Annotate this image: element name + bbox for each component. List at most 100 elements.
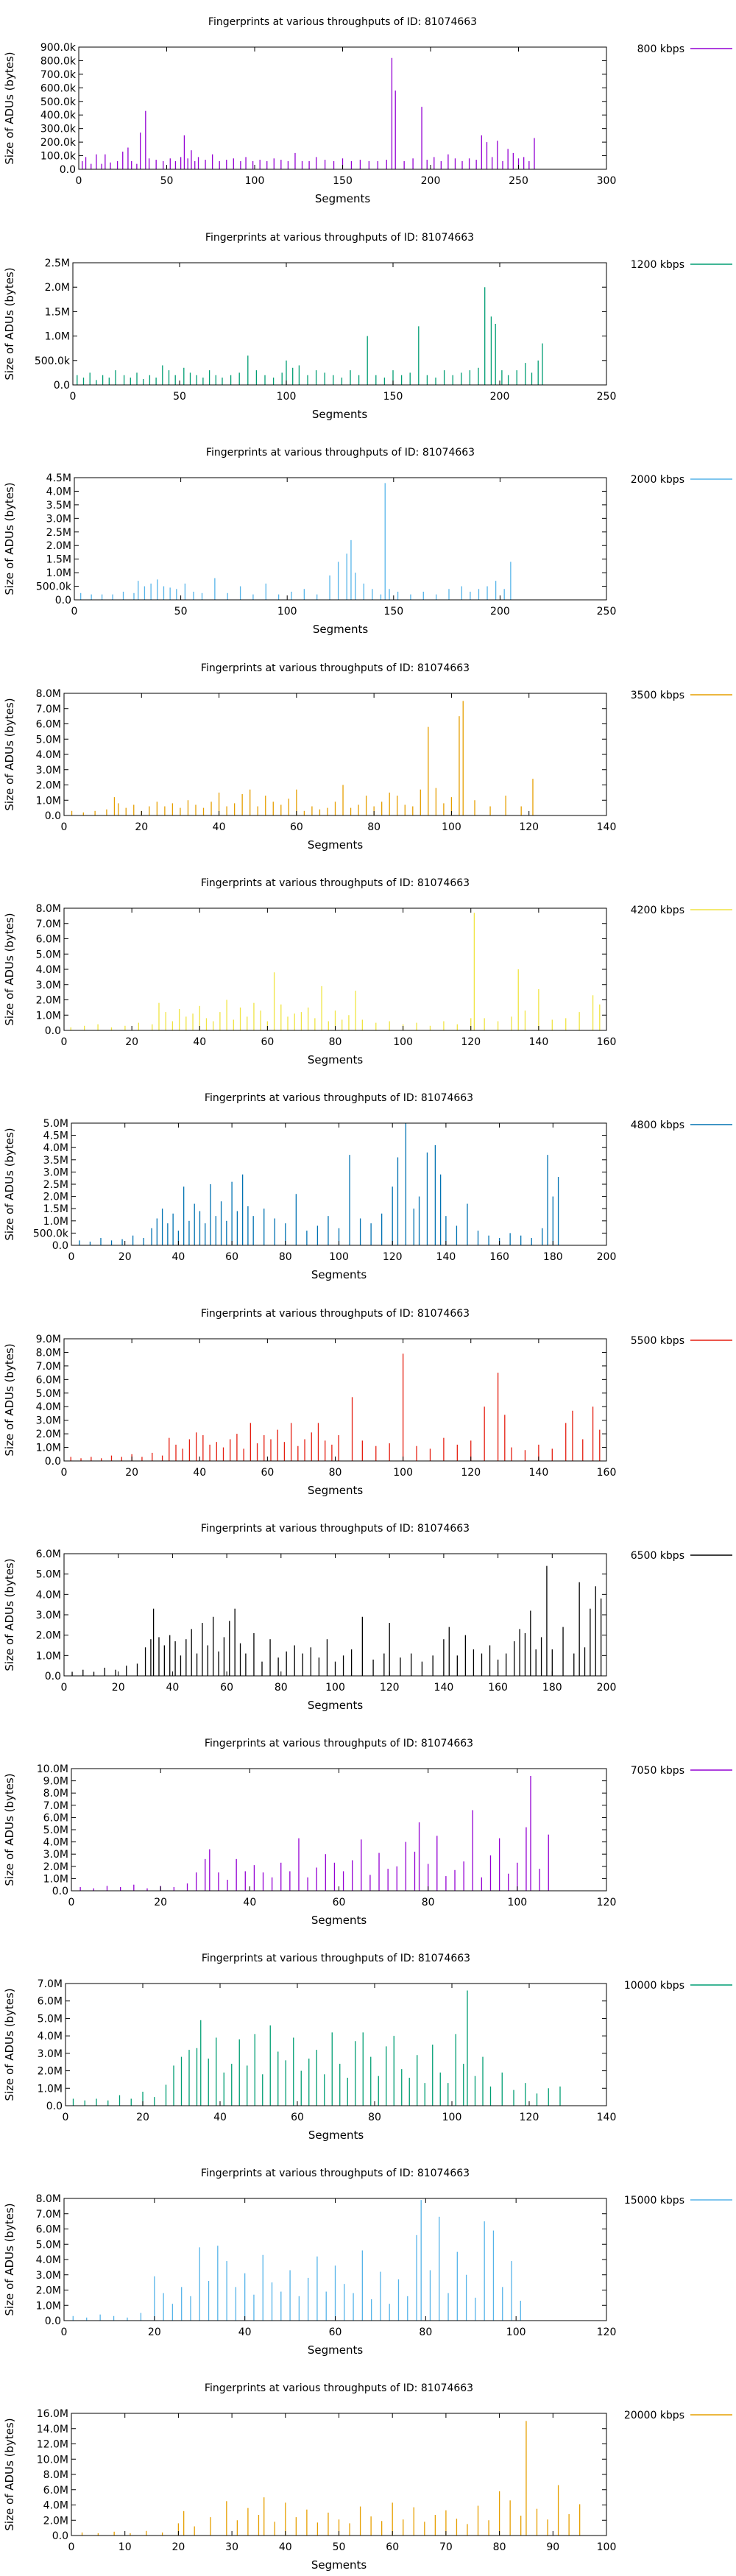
- y-tick-label: 3.5M: [46, 500, 71, 512]
- y-tick-label: 0.0: [45, 2315, 61, 2327]
- x-tick-label: 70: [439, 2541, 453, 2553]
- x-axis-label: Segments: [308, 1053, 364, 1066]
- y-tick-label: 2.5M: [45, 258, 70, 269]
- x-tick-label: 20: [118, 1251, 132, 1263]
- x-tick-label: 0: [68, 2541, 75, 2553]
- x-tick-label: 0: [68, 1897, 75, 1908]
- y-axis-label: Size of ADUs (bytes): [3, 1558, 16, 1671]
- chart-title: Fingerprints at various throughputs of I…: [201, 877, 470, 889]
- chart-panel-10: Fingerprints at various throughputs of I…: [3, 1953, 732, 2142]
- x-tick-label: 80: [275, 1682, 288, 1694]
- x-tick-label: 80: [422, 1897, 435, 1908]
- y-tick-label: 2.0M: [38, 2066, 63, 2078]
- x-tick-label: 10: [118, 2541, 132, 2553]
- x-tick-label: 180: [543, 1251, 563, 1263]
- x-tick-label: 80: [367, 821, 381, 833]
- y-tick-label: 4.0M: [36, 964, 61, 976]
- plot-frame: [63, 1338, 607, 1462]
- x-tick-label: 40: [213, 821, 226, 833]
- chart-title: Fingerprints at various throughputs of I…: [206, 447, 475, 459]
- y-tick-label: 6.0M: [38, 1996, 63, 2008]
- y-tick-label: 100.0k: [40, 151, 77, 163]
- chart-title: Fingerprints at various throughputs of I…: [205, 1092, 473, 1104]
- y-tick-label: 3.0M: [43, 1167, 68, 1178]
- y-tick-label: 9.0M: [36, 1334, 61, 1345]
- x-tick-label: 40: [243, 1897, 256, 1908]
- x-tick-label: 50: [333, 2541, 346, 2553]
- y-tick-label: 3.0M: [43, 1849, 68, 1861]
- legend-label: 5500 kbps: [631, 1335, 684, 1347]
- x-tick-label: 0: [68, 1251, 75, 1263]
- x-axis-label: Segments: [311, 2558, 367, 2572]
- x-tick-label: 180: [542, 1682, 562, 1694]
- y-tick-label: 0.0: [46, 2101, 63, 2112]
- x-tick-label: 20: [136, 2112, 149, 2123]
- x-tick-label: 30: [225, 2541, 238, 2553]
- y-tick-label: 4.0M: [43, 2500, 68, 2512]
- y-tick-label: 2.5M: [43, 1179, 68, 1191]
- y-tick-label: 200.0k: [40, 137, 77, 149]
- x-tick-label: 40: [193, 1036, 206, 1048]
- y-tick-label: 0.0: [60, 164, 76, 176]
- y-tick-label: 1.0M: [43, 1216, 68, 1228]
- y-tick-label: 14.0M: [37, 2424, 68, 2435]
- y-tick-label: 1.0M: [43, 1873, 68, 1885]
- x-tick-label: 80: [493, 2541, 506, 2553]
- x-tick-label: 140: [529, 1467, 549, 1479]
- chart-panel-12: Fingerprints at various throughputs of I…: [3, 2382, 732, 2572]
- y-tick-label: 1.5M: [45, 306, 70, 318]
- chart-panel-7: Fingerprints at various throughputs of I…: [3, 1308, 732, 1497]
- plot-frame: [63, 693, 607, 816]
- y-tick-label: 2.0M: [36, 995, 61, 1007]
- y-tick-label: 0.0: [45, 1456, 61, 1468]
- y-tick-label: 0.0: [52, 1240, 68, 1252]
- y-tick-label: 0.0: [52, 1886, 68, 1897]
- y-tick-label: 900.0k: [40, 42, 77, 54]
- legend-label: 7050 kbps: [631, 1765, 684, 1777]
- y-tick-label: 1.0M: [45, 331, 70, 343]
- x-tick-label: 0: [61, 1467, 68, 1479]
- y-tick-label: 5.0M: [36, 1569, 61, 1581]
- x-tick-label: 150: [383, 391, 403, 403]
- y-tick-label: 1.5M: [46, 554, 71, 566]
- y-tick-label: 1.0M: [36, 1650, 61, 1662]
- y-tick-label: 0.0: [45, 1025, 61, 1037]
- y-tick-label: 4.0M: [36, 1401, 61, 1413]
- x-tick-label: 20: [125, 1036, 138, 1048]
- x-tick-label: 100: [393, 1467, 413, 1479]
- x-tick-label: 140: [529, 1036, 549, 1048]
- x-tick-label: 0: [70, 391, 77, 403]
- x-tick-label: 0: [63, 2112, 69, 2123]
- y-tick-label: 3.0M: [36, 980, 61, 991]
- y-tick-label: 3.0M: [38, 2048, 63, 2060]
- y-tick-label: 800.0k: [40, 55, 77, 67]
- x-axis-label: Segments: [308, 2129, 364, 2142]
- y-axis-label: Size of ADUs (bytes): [3, 1988, 16, 2101]
- chart-title: Fingerprints at various throughputs of I…: [201, 1308, 470, 1320]
- x-tick-label: 0: [61, 2326, 68, 2338]
- y-axis-label: Size of ADUs (bytes): [3, 52, 16, 164]
- y-tick-label: 8.0M: [43, 1788, 68, 1800]
- y-tick-label: 3.0M: [36, 765, 61, 776]
- x-axis-label: Segments: [311, 1268, 367, 1281]
- x-tick-label: 60: [261, 1467, 274, 1479]
- y-tick-label: 1.0M: [38, 2083, 63, 2095]
- plot-frame: [74, 477, 607, 601]
- x-tick-label: 100: [442, 821, 461, 833]
- x-tick-label: 90: [546, 2541, 559, 2553]
- y-tick-label: 4.5M: [46, 473, 71, 484]
- chart-title: Fingerprints at various throughputs of I…: [201, 662, 470, 674]
- y-tick-label: 2.5M: [46, 527, 71, 539]
- x-tick-label: 0: [76, 175, 82, 187]
- y-tick-label: 6.0M: [36, 1374, 61, 1386]
- x-tick-label: 100: [506, 2326, 526, 2338]
- x-axis-label: Segments: [311, 1914, 367, 1927]
- chart-title: Fingerprints at various throughputs of I…: [205, 2382, 473, 2394]
- x-tick-label: 20: [112, 1682, 125, 1694]
- x-tick-label: 40: [279, 2541, 292, 2553]
- y-tick-label: 0.0: [52, 2530, 68, 2542]
- y-tick-label: 1.0M: [46, 567, 71, 579]
- y-tick-label: 7.0M: [43, 1800, 68, 1812]
- y-tick-label: 2.0M: [36, 1429, 61, 1440]
